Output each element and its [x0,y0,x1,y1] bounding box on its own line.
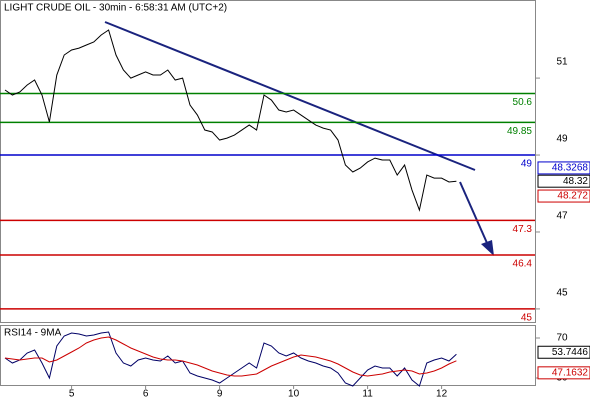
y-tick-label: 49 [556,134,568,145]
price-box [537,345,590,359]
level-label: 47.3 [513,224,533,235]
price-panel [0,0,536,323]
x-tick-label: 12 [436,389,448,400]
level-label: 49 [521,159,533,170]
x-tick-label: 6 [143,389,149,400]
rsi-panel [0,325,536,386]
x-tick-label: 9 [217,389,223,400]
arrow-head [481,240,494,256]
price-box [537,366,590,380]
price-box [537,174,590,188]
level-label: 49.85 [507,126,532,137]
trend-line [104,21,476,171]
price-label: 48.3268 [552,163,589,174]
y-tick-label: 47 [556,211,568,222]
level-label: 50.6 [513,97,533,108]
y-tick-label: 51 [556,57,568,68]
x-tick-label: 10 [288,389,300,400]
x-tick-label: 5 [69,389,75,400]
price-label: 53.7446 [552,347,589,358]
rsi-title: RSI14 - 9MA [4,328,62,339]
price-box [537,189,590,203]
price-label: 48.272 [557,191,588,202]
level-label: 46.4 [513,259,533,270]
y-tick-label: 70 [556,333,568,344]
level-label: 45 [521,313,533,324]
price-label: 48.32 [563,176,588,187]
chart-title: LIGHT CRUDE OIL - 30min - 6:58:31 AM (UT… [4,3,227,14]
price-label: 47.1632 [552,367,589,378]
price-line [4,29,457,212]
x-tick-label: 11 [362,389,373,400]
price-line [4,336,457,377]
price-box [537,161,590,175]
y-tick-label: 45 [556,288,568,299]
forecast-arrow [459,181,488,244]
